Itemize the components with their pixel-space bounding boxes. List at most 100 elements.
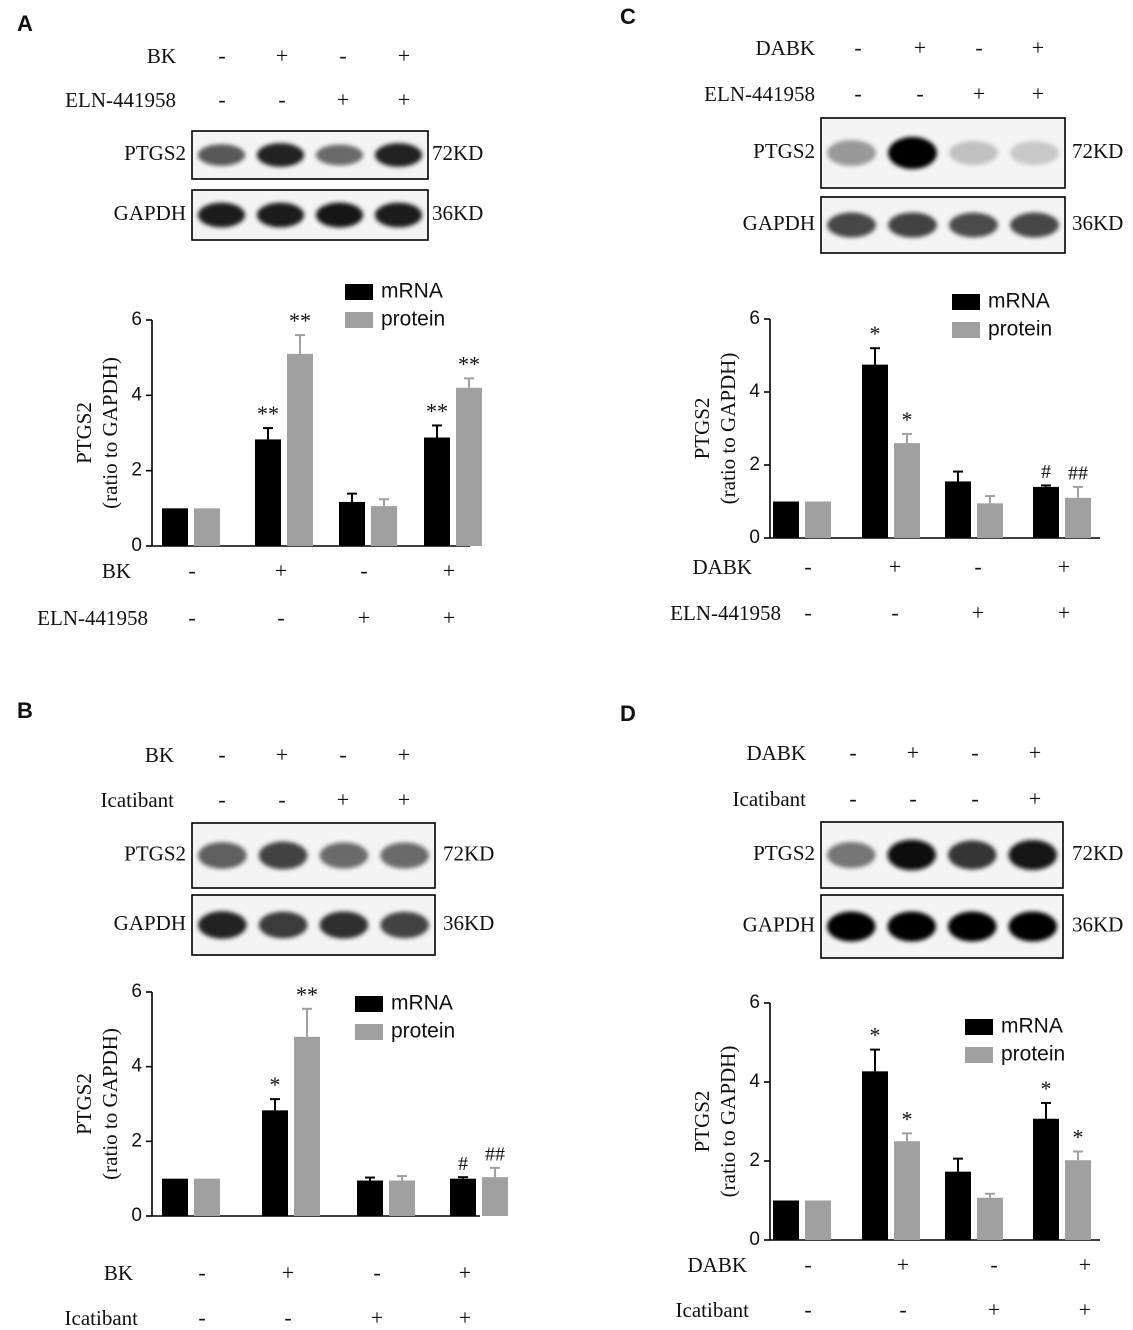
blot-sign: - (339, 742, 346, 767)
bar-mrna (773, 1200, 799, 1240)
x-treatment-sign: + (358, 605, 370, 630)
blot-treatment-label: ELN-441958 (704, 82, 815, 106)
blot-band (197, 202, 246, 228)
significance-mark: # (458, 1153, 468, 1175)
bar-protein (389, 1180, 415, 1216)
legend-label: protein (381, 308, 445, 331)
x-treatment-sign: - (990, 1252, 997, 1277)
significance-mark: * (902, 407, 913, 432)
band-size: 72KD (1072, 139, 1123, 163)
y-tick-label: 6 (131, 981, 142, 1002)
y-tick-label: 2 (749, 1150, 760, 1171)
blot-treatment-label: Icatibant (733, 787, 807, 811)
x-treatment-label: BK (104, 1261, 133, 1285)
x-treatment-sign: + (1058, 600, 1070, 625)
bar-mrna (262, 1110, 288, 1216)
significance-mark: * (870, 1023, 881, 1048)
significance-mark: # (1041, 461, 1051, 483)
bar-protein (456, 387, 482, 546)
blot-sign: - (218, 787, 225, 812)
x-treatment-sign: - (899, 1297, 906, 1322)
blot-sign: - (916, 81, 923, 106)
significance-mark: * (270, 1072, 281, 1097)
significance-mark: ## (485, 1143, 505, 1165)
y-tick-label: 0 (131, 1205, 142, 1226)
blot-band (256, 143, 305, 167)
blot-band (315, 144, 364, 166)
x-treatment-sign: - (284, 1305, 291, 1330)
blot-sign: + (337, 787, 349, 812)
bar-mrna (773, 501, 799, 538)
blot-treatment-label: DABK (755, 36, 815, 60)
bar-protein (894, 443, 920, 538)
band-label: PTGS2 (753, 841, 815, 865)
blot-sign: - (975, 35, 982, 60)
y-axis-label: PTGS2 (ratio to GAPDH) (72, 1028, 122, 1180)
bar-protein (805, 501, 831, 538)
legend-swatch (345, 284, 373, 300)
band-label: GAPDH (114, 201, 186, 225)
band-label: GAPDH (743, 211, 815, 235)
blot-sign: - (971, 786, 978, 811)
y-tick-label: 2 (131, 1130, 142, 1151)
blot-band (315, 202, 364, 228)
blot-band (256, 202, 305, 228)
bar-mrna (945, 481, 971, 538)
blot-sign: - (854, 35, 861, 60)
bar-protein (294, 1036, 320, 1216)
band-size: 36KD (443, 911, 494, 935)
band-size: 36KD (432, 201, 483, 225)
blot-sign: - (909, 786, 916, 811)
y-axis-label-line2: (ratio to GAPDH) (716, 353, 740, 505)
x-treatment-sign: - (804, 554, 811, 579)
bar-protein (805, 1200, 831, 1240)
legend-label: protein (988, 318, 1052, 341)
blot-band (827, 140, 876, 166)
blot-sign: + (398, 742, 410, 767)
y-tick-label: 4 (131, 1056, 142, 1077)
y-axis-label-line1: PTGS2 (690, 1091, 714, 1153)
bar-protein (194, 1178, 220, 1216)
blot-band (827, 841, 876, 869)
bar-mrna (424, 437, 450, 546)
band-size: 72KD (1072, 841, 1123, 865)
bar-protein (1065, 497, 1091, 538)
y-tick-label: 4 (131, 384, 142, 405)
significance-mark: ** (289, 308, 311, 333)
blot-band (948, 911, 997, 942)
panel-letter: B (17, 698, 33, 723)
x-treatment-sign: - (804, 1252, 811, 1277)
x-treatment-sign: - (198, 1260, 205, 1285)
x-treatment-sign: + (1079, 1252, 1091, 1277)
blot-sign: + (914, 35, 926, 60)
bar-mrna (162, 1178, 188, 1216)
bar-protein (894, 1141, 920, 1240)
blot-band (319, 842, 369, 869)
bar-mrna (862, 1071, 888, 1240)
x-treatment-sign: - (198, 1305, 205, 1330)
blot-band (380, 842, 429, 869)
bar-mrna (450, 1178, 476, 1216)
blot-band (888, 212, 937, 238)
bar-protein (482, 1177, 508, 1216)
blot-band (197, 144, 246, 166)
x-treatment-sign: - (804, 1297, 811, 1322)
blot-sign: + (973, 81, 985, 106)
y-axis-label-line1: PTGS2 (72, 1073, 96, 1135)
blot-sign: - (339, 43, 346, 68)
y-axis-label-line1: PTGS2 (72, 402, 96, 464)
blot-band (198, 911, 247, 939)
blot-sign: + (398, 43, 410, 68)
y-tick-label: 2 (131, 460, 142, 481)
y-tick-label: 4 (749, 381, 760, 402)
significance-mark: ## (1068, 462, 1088, 484)
y-tick-label: 0 (749, 527, 760, 548)
blot-treatment-label: ELN-441958 (65, 88, 176, 112)
x-treatment-sign: + (988, 1297, 1000, 1322)
x-treatment-sign: + (443, 558, 455, 583)
x-treatment-sign: + (972, 600, 984, 625)
bar-mrna (945, 1171, 971, 1240)
blot-band (827, 911, 876, 942)
blot-sign: - (849, 740, 856, 765)
